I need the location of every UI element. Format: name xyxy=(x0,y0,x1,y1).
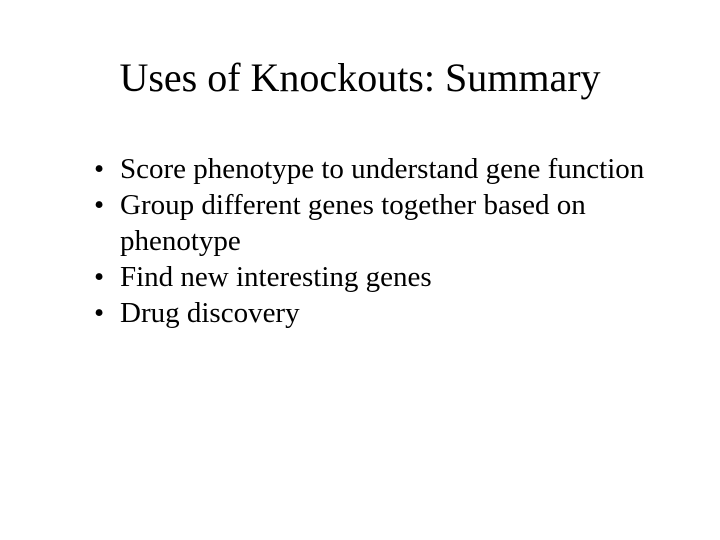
bullet-item: Group different genes together based on … xyxy=(94,187,670,259)
slide-title: Uses of Knockouts: Summary xyxy=(50,54,670,101)
bullet-item: Drug discovery xyxy=(94,295,670,331)
bullet-list: Score phenotype to understand gene funct… xyxy=(50,151,670,331)
slide: Uses of Knockouts: Summary Score phenoty… xyxy=(0,0,720,540)
bullet-item: Find new interesting genes xyxy=(94,259,670,295)
bullet-item: Score phenotype to understand gene funct… xyxy=(94,151,670,187)
